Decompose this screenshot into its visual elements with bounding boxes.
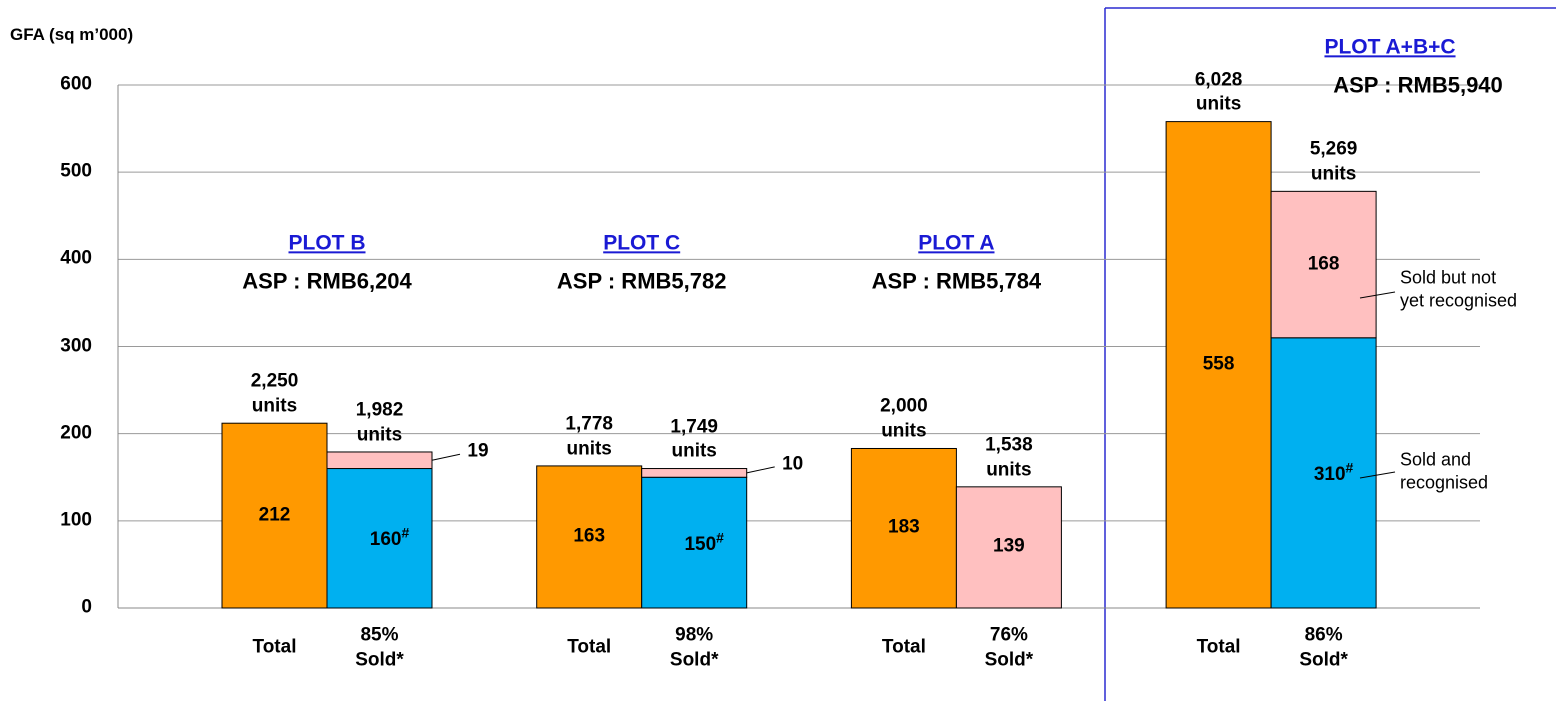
bar-segment bbox=[221, 422, 328, 609]
bar-segment bbox=[955, 486, 1062, 609]
value-label-number: 183 bbox=[888, 516, 920, 538]
y-tick-label: 0 bbox=[81, 596, 92, 618]
group-title[interactable]: PLOT A+B+C bbox=[1324, 35, 1456, 59]
value-label: 558 bbox=[1203, 352, 1235, 377]
group-title[interactable]: PLOT B bbox=[288, 231, 366, 255]
bar-segment bbox=[326, 468, 433, 609]
value-label-number: 212 bbox=[258, 504, 291, 526]
bar-label: 6,028 units bbox=[1194, 69, 1243, 115]
bar-segment bbox=[536, 465, 643, 609]
value-label: 183 bbox=[888, 516, 920, 541]
value-label-number: 168 bbox=[1307, 253, 1340, 275]
value-label-number: 139 bbox=[993, 536, 1025, 558]
x-tick-label: Total bbox=[881, 636, 926, 658]
value-label: 160# bbox=[370, 524, 410, 553]
value-label-number: 150 bbox=[684, 533, 717, 555]
y-tick-label: 100 bbox=[60, 509, 92, 531]
x-tick-label: 85% Sold* bbox=[355, 624, 404, 670]
series-name: Sold and recognised bbox=[1400, 449, 1489, 493]
value-label: 212 bbox=[259, 503, 291, 528]
bar-segment bbox=[1165, 121, 1272, 609]
bar-label: 5,269 units bbox=[1309, 138, 1358, 185]
value-label: 10 bbox=[782, 453, 803, 478]
bar-segment bbox=[1270, 337, 1377, 609]
bar-segment bbox=[641, 468, 748, 478]
y-tick-label: 600 bbox=[60, 73, 92, 95]
x-tick-label: Total bbox=[567, 636, 612, 658]
x-tick-label: 76% Sold* bbox=[984, 624, 1034, 670]
leader-line bbox=[431, 453, 461, 461]
value-label: 150# bbox=[684, 528, 724, 557]
group-title[interactable]: PLOT C bbox=[603, 231, 681, 255]
x-tick-label: Total bbox=[1196, 636, 1241, 658]
value-label-number: 19 bbox=[467, 440, 489, 462]
bar-label: 1,778 units bbox=[565, 413, 613, 460]
value-label-number: 163 bbox=[573, 525, 606, 547]
x-tick-label: 86% Sold* bbox=[1299, 624, 1348, 670]
y-tick-label: 400 bbox=[60, 247, 92, 269]
x-tick-label: 98% Sold* bbox=[669, 624, 719, 670]
bar-segment bbox=[850, 447, 957, 609]
group-asp: ASP : RMB5,940 bbox=[1333, 72, 1503, 98]
group-asp: ASP : RMB5,784 bbox=[871, 268, 1042, 294]
footnote-mark: # bbox=[1345, 459, 1354, 476]
value-label: 19 bbox=[467, 440, 488, 465]
bar-label: 1,538 units bbox=[985, 434, 1033, 481]
group-title[interactable]: PLOT A bbox=[918, 231, 995, 255]
y-tick-label: 500 bbox=[60, 160, 92, 182]
value-label: 168 bbox=[1308, 252, 1340, 277]
group-asp: ASP : RMB6,204 bbox=[242, 268, 412, 294]
bar-segment bbox=[641, 476, 748, 609]
footnote-mark: # bbox=[716, 529, 724, 546]
y-tick-label: 300 bbox=[60, 335, 92, 357]
value-label: 163 bbox=[573, 525, 605, 550]
value-label: 139 bbox=[993, 535, 1025, 560]
bar-label: 1,982 units bbox=[355, 399, 404, 446]
group-asp: ASP : RMB5,782 bbox=[556, 268, 727, 294]
value-label-number: 558 bbox=[1202, 353, 1235, 375]
bar-label: 2,250 units bbox=[250, 370, 299, 417]
leader-line bbox=[1359, 471, 1396, 479]
y-tick-label: 200 bbox=[60, 422, 92, 444]
value-label: 310# bbox=[1314, 458, 1354, 487]
value-label-number: 310 bbox=[1313, 463, 1346, 485]
value-label-number: 160 bbox=[369, 529, 402, 551]
footnote-mark: # bbox=[401, 524, 410, 541]
series-name: Sold but not yet recognised bbox=[1400, 267, 1518, 311]
bar-label: 2,000 units bbox=[880, 396, 928, 442]
x-tick-label: Total bbox=[252, 636, 297, 658]
leader-line bbox=[746, 466, 775, 474]
bar-segment bbox=[326, 451, 433, 470]
y-axis-label: GFA (sq m’000) bbox=[10, 25, 134, 44]
leader-line bbox=[1359, 291, 1396, 299]
bar-label: 1,749 units bbox=[670, 416, 718, 462]
value-label-number: 10 bbox=[782, 453, 804, 475]
bar-segment bbox=[1270, 190, 1377, 339]
